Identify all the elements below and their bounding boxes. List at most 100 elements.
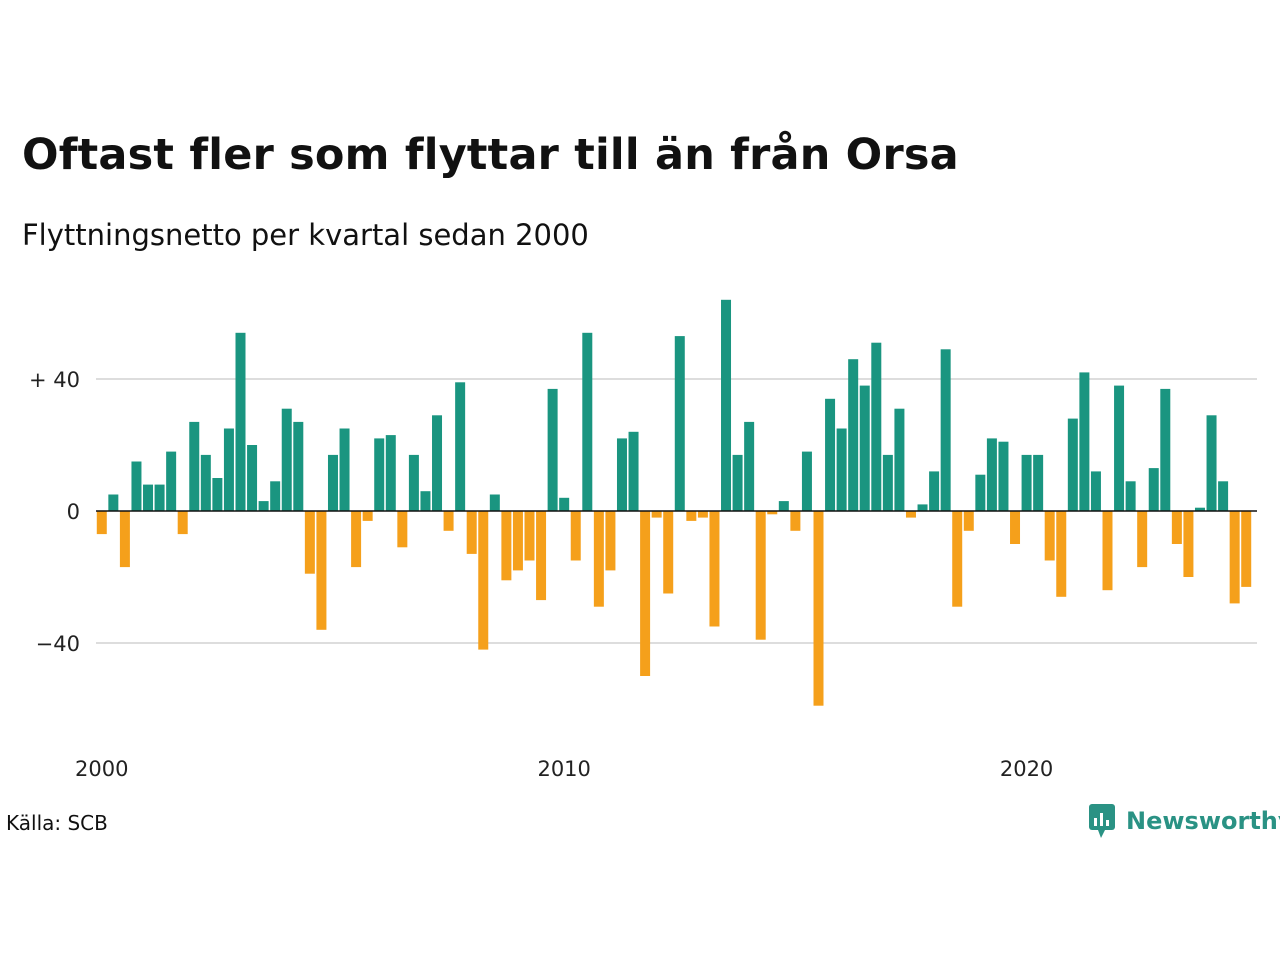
bar [455, 382, 466, 511]
bar [478, 511, 489, 650]
bar [755, 511, 766, 640]
bar [640, 511, 651, 676]
bar [790, 511, 801, 531]
bar [570, 511, 581, 561]
bar [547, 388, 558, 511]
bar [339, 428, 350, 511]
bar [767, 511, 778, 515]
bar [801, 451, 812, 511]
bar [177, 511, 188, 535]
bar [628, 431, 639, 511]
bar [374, 438, 385, 511]
bar-chart: + 40 0 −40 2000 2010 2020 [29, 299, 1257, 781]
bar [894, 408, 905, 511]
bar [1206, 415, 1217, 511]
bar [674, 336, 685, 511]
bar [1160, 388, 1171, 511]
bar [582, 332, 593, 511]
bar [697, 511, 708, 518]
bar [778, 501, 789, 511]
bar [432, 415, 443, 511]
x-tick-label: 2010 [537, 757, 590, 781]
bar [1010, 511, 1021, 544]
bar [1056, 511, 1067, 597]
bar [189, 421, 200, 511]
bar [813, 511, 824, 706]
bar [96, 511, 107, 535]
bar [501, 511, 512, 581]
bar [905, 511, 916, 518]
bar [721, 299, 732, 511]
bar [975, 474, 986, 511]
bar [859, 385, 870, 511]
y-tick-label: + 40 [29, 368, 80, 392]
bar [732, 454, 743, 511]
bar [420, 491, 431, 511]
bar [651, 511, 662, 518]
bar [281, 408, 292, 511]
bar [709, 511, 720, 627]
bar [986, 438, 997, 511]
bar [235, 332, 246, 511]
bar [408, 454, 419, 511]
bar [1148, 468, 1159, 511]
bar [1033, 454, 1044, 511]
bar [524, 511, 535, 561]
bar [293, 421, 304, 511]
brand-name: Newsworthy [1126, 807, 1280, 835]
bar [1114, 385, 1125, 511]
bar [316, 511, 327, 630]
newsworthy-logo-icon [1089, 804, 1115, 838]
bar [385, 435, 396, 511]
bar [223, 428, 234, 511]
bar [616, 438, 627, 511]
bar [1044, 511, 1055, 561]
bar [848, 359, 859, 511]
bar [247, 445, 258, 511]
bar [744, 421, 755, 511]
bar [166, 451, 177, 511]
bar [512, 511, 523, 571]
brand-logo: Newsworthy [1088, 803, 1280, 839]
bar [825, 398, 836, 511]
bar [559, 497, 570, 511]
bar [489, 494, 500, 511]
bar [686, 511, 697, 521]
bar [1241, 511, 1252, 587]
bar [882, 454, 893, 511]
x-tick-label: 2000 [75, 757, 128, 781]
bar [663, 511, 674, 594]
bar [397, 511, 408, 548]
bar [1218, 481, 1229, 511]
chart-title: Oftast fler som flyttar till än från Ors… [22, 130, 959, 180]
bar [605, 511, 616, 571]
bar [1194, 507, 1205, 511]
y-tick-label: −40 [36, 632, 80, 656]
bar [836, 428, 847, 511]
bar [1137, 511, 1148, 568]
source-note: Källa: SCB [6, 811, 108, 835]
bar [917, 504, 928, 511]
bar [466, 511, 477, 554]
bar [212, 478, 223, 511]
bar [1090, 471, 1101, 511]
bar [327, 454, 338, 511]
bar [940, 349, 951, 511]
bar [143, 484, 154, 511]
bars [96, 299, 1257, 706]
bar [119, 511, 130, 568]
bar [1102, 511, 1113, 591]
bar [963, 511, 974, 531]
bar [131, 461, 142, 511]
bar [270, 481, 281, 511]
bar [108, 494, 119, 511]
bar [351, 511, 362, 568]
bar [1021, 454, 1032, 511]
bar [1067, 418, 1078, 511]
bar [154, 484, 165, 511]
y-tick-label: 0 [67, 500, 80, 524]
bar [536, 511, 547, 601]
bar [998, 441, 1009, 511]
x-tick-label: 2020 [1000, 757, 1053, 781]
bar [443, 511, 454, 531]
